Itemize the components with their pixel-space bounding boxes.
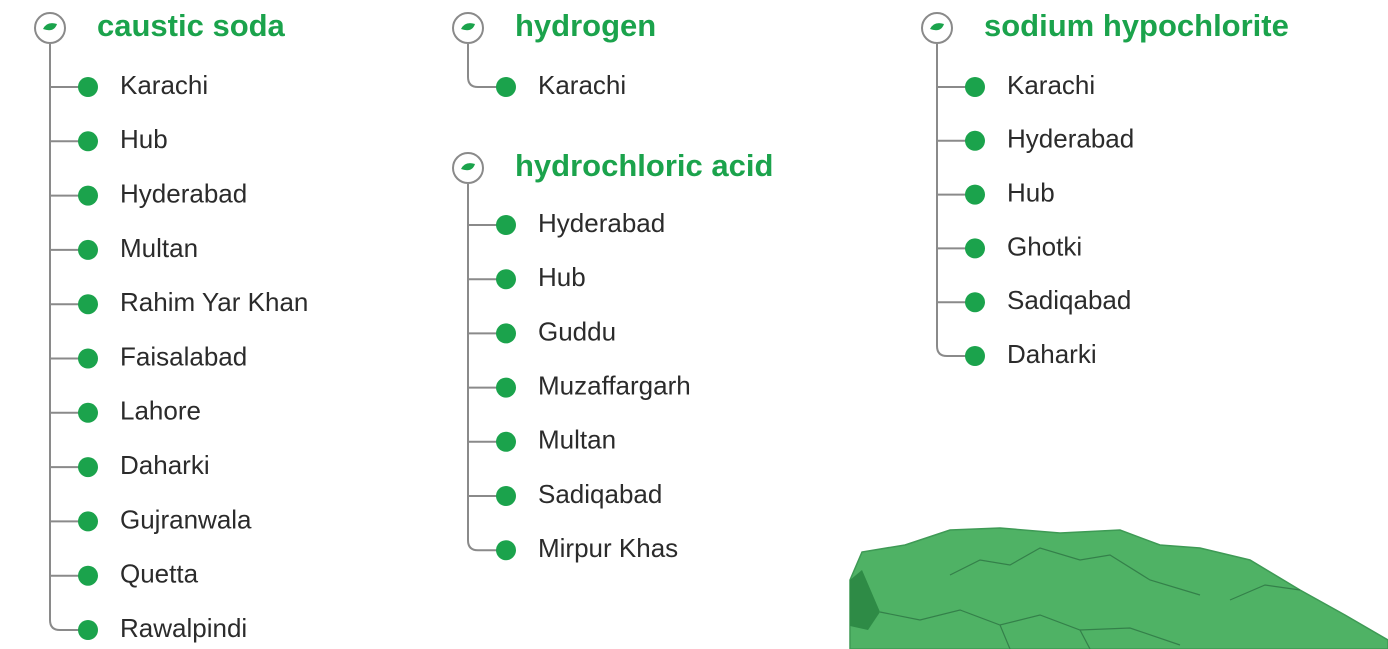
location-label: Hyderabad — [538, 208, 665, 238]
item-dot — [496, 431, 516, 452]
location-label: Hub — [120, 124, 168, 154]
tree-line — [936, 44, 975, 357]
location-label: Muzaffargarh — [538, 370, 691, 400]
item-dot — [78, 239, 98, 260]
location-label: Karachi — [538, 70, 626, 100]
group-title: hydrogen — [515, 8, 656, 43]
item-dot — [78, 402, 98, 423]
location-label: Karachi — [1007, 70, 1095, 100]
product-group: caustic soda Karachi Hub Hyderabad Multan Rah… — [34, 8, 308, 643]
icon-leaf — [461, 163, 475, 171]
item-dot — [965, 184, 985, 205]
product-group: sodium hypochlorite Karachi Hyderabad Hub Gh… — [921, 8, 1289, 369]
location-label: Rawalpindi — [120, 613, 247, 643]
location-label: Karachi — [120, 70, 208, 100]
item-dot — [496, 77, 516, 97]
tree-line — [467, 184, 506, 552]
location-label: Hub — [1007, 177, 1055, 207]
item-dot — [78, 131, 98, 152]
location-label: Multan — [120, 233, 198, 263]
item-dot — [965, 292, 985, 313]
location-label: Sadiqabad — [538, 479, 662, 509]
location-label: Ghotki — [1007, 231, 1082, 261]
item-dot — [78, 348, 98, 369]
item-dot — [496, 269, 516, 290]
item-dot — [78, 294, 98, 315]
item-dot — [496, 486, 516, 506]
location-label: Hyderabad — [120, 178, 247, 208]
location-label: Daharki — [120, 450, 210, 480]
group-title: hydrochloric acid — [515, 148, 773, 183]
item-dot — [78, 185, 98, 206]
item-dot — [496, 215, 516, 235]
location-label: Multan — [538, 425, 616, 455]
location-label: Hyderabad — [1007, 124, 1134, 154]
location-label: Lahore — [120, 396, 201, 426]
item-dot — [965, 238, 985, 259]
item-dot — [496, 540, 516, 561]
item-dot — [965, 130, 985, 151]
item-dot — [965, 346, 985, 366]
location-label: Guddu — [538, 316, 616, 346]
item-dot — [965, 77, 985, 97]
group-title: sodium hypochlorite — [984, 8, 1289, 43]
icon-leaf — [930, 23, 944, 31]
item-dot — [78, 77, 98, 97]
location-label: Rahim Yar Khan — [120, 287, 308, 317]
location-label: Faisalabad — [120, 341, 247, 371]
tree-line — [49, 44, 88, 631]
item-dot — [78, 457, 98, 478]
location-label: Gujranwala — [120, 504, 252, 534]
item-dot — [78, 511, 98, 532]
location-label: Quetta — [120, 559, 199, 589]
map — [849, 527, 1388, 649]
product-group: hydrogen Karachi — [452, 8, 656, 100]
item-dot — [496, 323, 516, 344]
product-group: hydrochloric acid Hyderabad Hub Guddu Muzaff… — [452, 148, 773, 563]
location-label: Mirpur Khas — [538, 533, 678, 563]
location-label: Hub — [538, 262, 586, 292]
icon-leaf — [43, 23, 57, 31]
item-dot — [78, 565, 98, 586]
location-label: Daharki — [1007, 339, 1097, 369]
icon-leaf — [461, 23, 475, 31]
item-dot — [78, 620, 98, 640]
location-label: Sadiqabad — [1007, 285, 1131, 315]
item-dot — [496, 377, 516, 398]
group-title: caustic soda — [97, 8, 286, 43]
tree-line — [467, 44, 506, 88]
